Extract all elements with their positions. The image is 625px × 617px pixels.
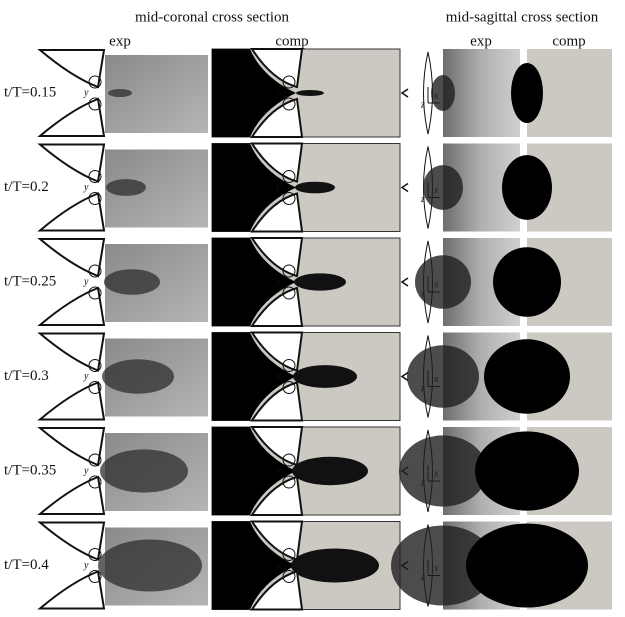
jet (291, 549, 379, 583)
row-label: t/T=0.3 (4, 368, 49, 384)
wedge (40, 50, 104, 87)
axis-label: y (83, 560, 89, 571)
column-label: exp (109, 33, 131, 49)
header-sagittal: mid-sagittal cross section (446, 9, 599, 25)
axis-label: y (275, 465, 281, 476)
header-coronal: mid-coronal cross section (135, 9, 290, 25)
jet (399, 435, 487, 506)
jet (294, 273, 346, 290)
column-label: exp (470, 33, 492, 49)
row-label: t/T=0.25 (4, 273, 56, 289)
row-label: t/T=0.2 (4, 179, 49, 195)
jet (102, 359, 174, 393)
jet (108, 89, 132, 97)
jet (106, 179, 146, 196)
axis-label: y (275, 371, 281, 382)
row-label: t/T=0.4 (4, 557, 49, 573)
fluid (475, 431, 579, 510)
jet (98, 540, 202, 592)
wedge (40, 477, 104, 514)
jet (292, 457, 368, 485)
wedge (40, 523, 104, 560)
column-label: comp (552, 33, 585, 49)
axis-label: y (275, 560, 281, 571)
wedge (40, 99, 104, 136)
view-marker (402, 278, 408, 286)
axis-label: y (275, 276, 281, 287)
wedge (40, 145, 104, 182)
wedge (40, 383, 104, 420)
jet (295, 182, 335, 194)
axis-label: z (420, 194, 425, 205)
row-label: t/T=0.15 (4, 84, 56, 100)
row-label: t/T=0.35 (4, 462, 56, 478)
fluid (511, 63, 543, 123)
wedge (40, 239, 104, 276)
view-marker (402, 184, 408, 192)
wedge (40, 428, 104, 465)
fluid (484, 339, 570, 413)
wedge (40, 288, 104, 325)
axis-label: y (275, 87, 281, 98)
axis-label: z (420, 99, 425, 110)
jet (407, 345, 479, 407)
jet (431, 75, 455, 111)
jet (415, 255, 471, 309)
fluid (493, 247, 561, 317)
jet (296, 90, 324, 96)
wedge (40, 572, 104, 609)
jet (104, 269, 160, 295)
figure: mid-coronal cross section mid-sagittal c… (0, 0, 625, 617)
axis-label: y (83, 465, 89, 476)
view-marker (402, 89, 408, 97)
jet (293, 365, 357, 388)
column-label: comp (275, 33, 308, 49)
axis-label: y (275, 182, 281, 193)
wedge (40, 334, 104, 371)
wedge (40, 194, 104, 231)
axis-label: y (83, 87, 89, 98)
jet (100, 449, 188, 492)
axis-label: y (83, 371, 89, 382)
axis-label: y (83, 276, 89, 287)
fluid (466, 524, 588, 608)
axis-label: y (83, 182, 89, 193)
jet (423, 165, 463, 210)
fluid (502, 155, 552, 220)
